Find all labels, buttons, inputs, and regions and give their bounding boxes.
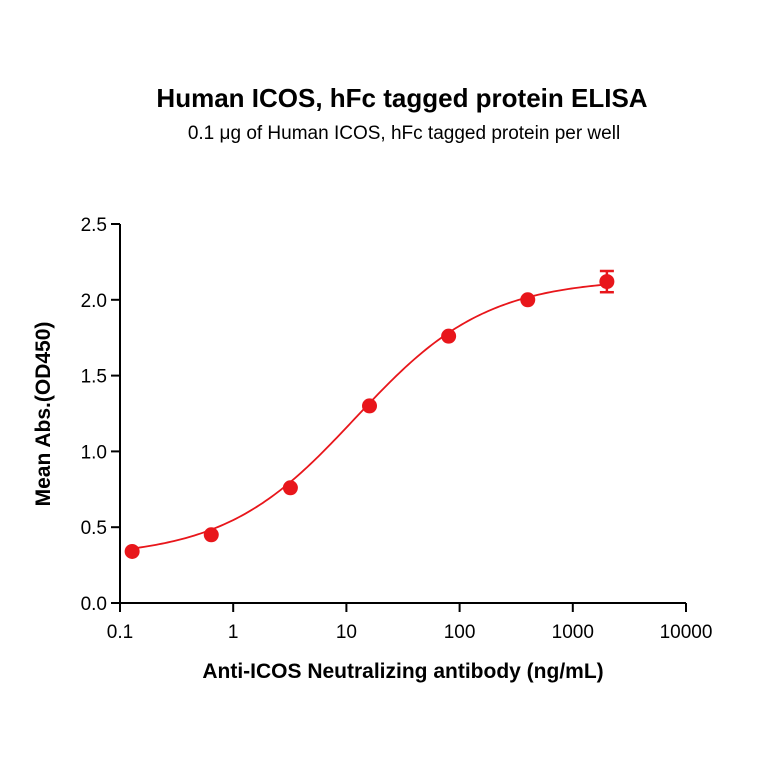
y-tick-label: 0.0: [81, 594, 107, 615]
x-tick-label: 0.1: [107, 622, 133, 643]
chart-subtitle: 0.1 μg of Human ICOS, hFc tagged protein…: [188, 123, 620, 144]
y-tick-label: 1.0: [81, 442, 107, 463]
x-tick-label: 10: [336, 622, 357, 643]
x-tick-label: 100: [444, 622, 476, 643]
data-points: [124, 274, 615, 559]
data-point: [124, 543, 140, 559]
x-axis-label: Anti-ICOS Neutralizing antibody (ng/mL): [202, 660, 603, 683]
data-point: [362, 398, 378, 414]
y-tick-label: 2.5: [81, 215, 107, 236]
y-axis: 0.0 0.5 1.0 1.5 2.0 2.5: [81, 215, 121, 615]
x-tick-label: 10000: [660, 622, 713, 643]
chart-title: Human ICOS, hFc tagged protein ELISA: [156, 83, 647, 113]
data-point: [599, 274, 615, 290]
y-tick-label: 2.0: [81, 291, 107, 312]
x-tick-label: 1: [228, 622, 239, 643]
fit-curve-group: [132, 283, 607, 550]
y-tick-label: 0.5: [81, 518, 107, 539]
data-point: [282, 480, 298, 496]
fit-curve: [132, 283, 607, 550]
x-axis: 0.1 1 10 100 1000 10000: [107, 602, 713, 643]
x-tick-label: 1000: [552, 622, 594, 643]
data-point: [203, 527, 219, 543]
y-axis-label: Mean Abs.(OD450): [32, 322, 55, 507]
data-point: [520, 292, 536, 308]
data-point: [441, 328, 457, 344]
y-tick-label: 1.5: [81, 367, 107, 388]
